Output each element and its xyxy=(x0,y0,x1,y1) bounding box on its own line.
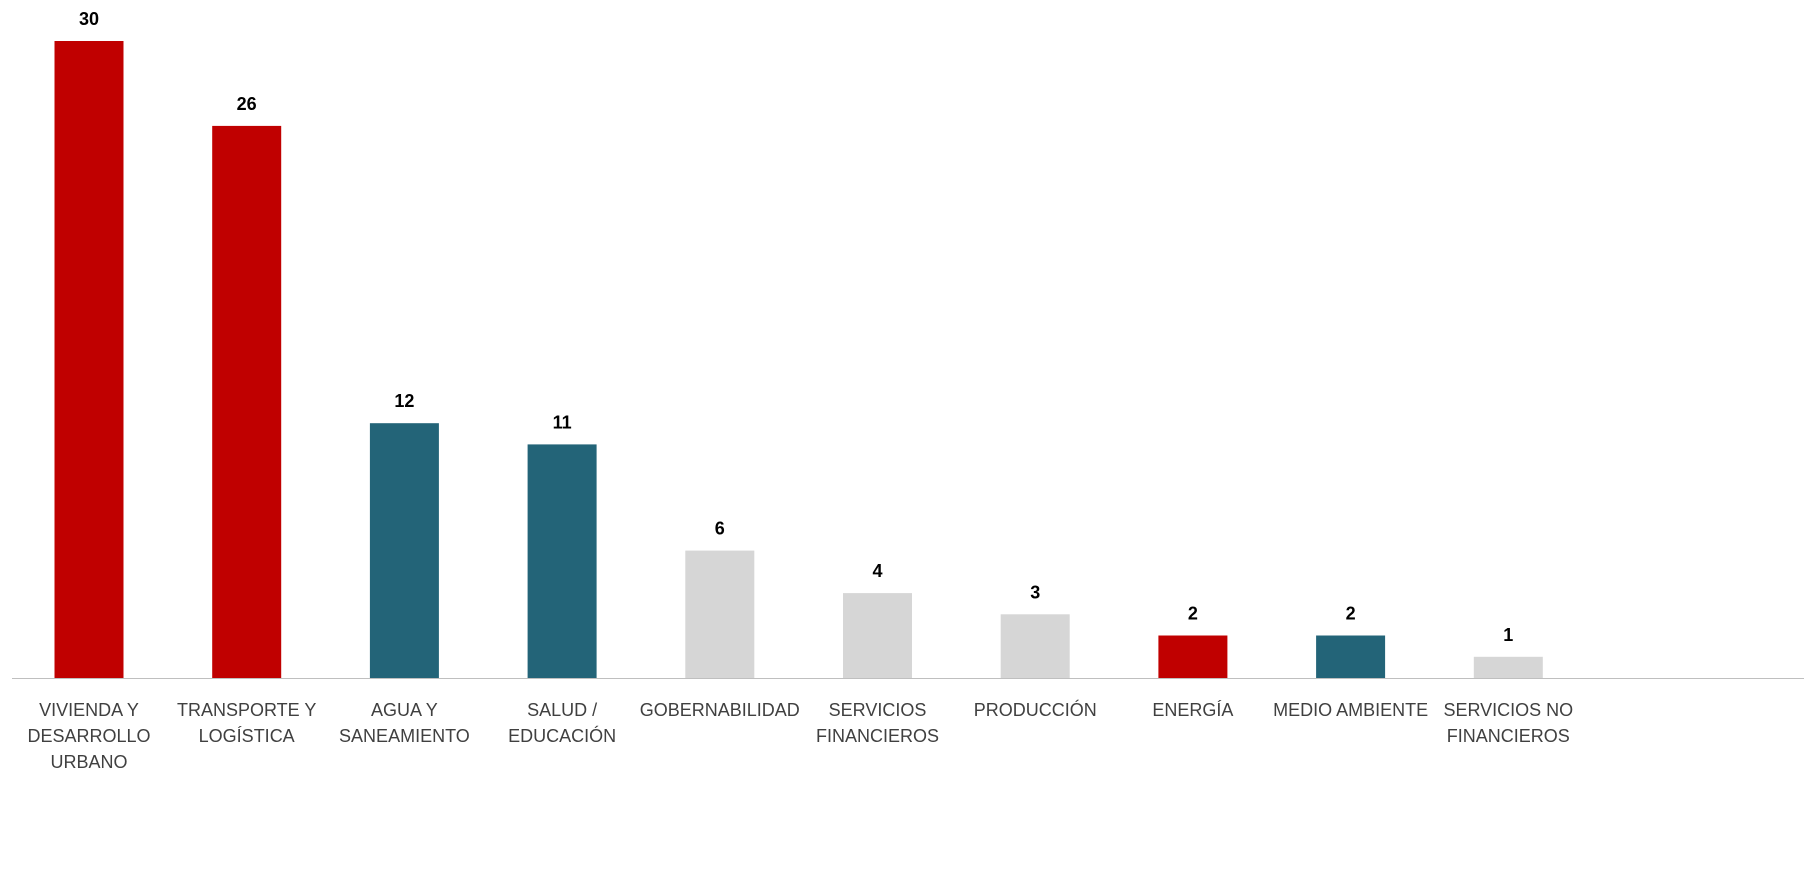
category-label-2: AGUA Y SANEAMIENTO xyxy=(339,700,470,746)
category-label-line: SERVICIOS NO xyxy=(1443,700,1573,720)
bar-5 xyxy=(843,593,912,678)
bar-2 xyxy=(369,423,439,678)
bar-6 xyxy=(1000,614,1070,678)
category-label-line: GOBERNABILIDAD xyxy=(640,700,800,720)
value-label-1: 26 xyxy=(237,94,257,114)
category-label-line: DESARROLLO xyxy=(27,726,150,746)
bar-0 xyxy=(54,41,124,678)
value-label-3: 11 xyxy=(553,412,572,432)
category-label-line: PRODUCCIÓN xyxy=(974,699,1097,720)
bar-7 xyxy=(1158,635,1228,678)
category-label-line: EDUCACIÓN xyxy=(508,725,616,746)
category-label-1: TRANSPORTE Y LOGÍSTICA xyxy=(177,700,316,746)
category-label-7: ENERGÍA xyxy=(1152,700,1233,720)
category-label-line: FINANCIEROS xyxy=(816,726,939,746)
category-label-5: SERVICIOS FINANCIEROS xyxy=(816,700,939,746)
value-label-4: 6 xyxy=(715,519,725,539)
category-label-6: PRODUCCIÓN xyxy=(974,699,1097,720)
value-label-6: 3 xyxy=(1030,582,1040,602)
category-label-line: FINANCIEROS xyxy=(1447,726,1570,746)
value-label-9: 1 xyxy=(1503,625,1513,645)
category-label-line: ENERGÍA xyxy=(1152,700,1233,720)
value-label-7: 2 xyxy=(1188,604,1198,624)
category-label-line: VIVIENDA Y xyxy=(39,700,139,720)
category-label-line: TRANSPORTE Y xyxy=(177,700,316,720)
value-label-5: 4 xyxy=(872,561,882,581)
bar-3 xyxy=(527,444,597,678)
category-label-8: MEDIO AMBIENTE xyxy=(1273,700,1428,720)
category-labels-group: VIVIENDA Y DESARROLLO URBANO TRANSPORTE Y LO… xyxy=(27,699,1573,772)
category-label-line: MEDIO AMBIENTE xyxy=(1273,700,1428,720)
value-labels-group: 30 26 12 11 6 4 3 2 2 1 xyxy=(79,9,1513,645)
value-label-2: 12 xyxy=(394,391,414,411)
value-label-0: 30 xyxy=(79,9,99,29)
bar-4 xyxy=(685,550,755,678)
bar-8 xyxy=(1316,635,1386,678)
category-label-line: SERVICIOS xyxy=(829,700,927,720)
category-label-3: SALUD / EDUCACIÓN xyxy=(508,700,616,746)
category-label-line: SALUD / xyxy=(527,700,597,720)
category-label-0: VIVIENDA Y DESARROLLO URBANO xyxy=(27,700,150,772)
category-label-4: GOBERNABILIDAD xyxy=(640,700,800,720)
bars-group xyxy=(54,41,1543,678)
category-label-line: AGUA Y xyxy=(371,700,438,720)
value-label-8: 2 xyxy=(1346,604,1356,624)
category-label-9: SERVICIOS NO FINANCIEROS xyxy=(1443,700,1573,746)
bar-1 xyxy=(212,125,282,678)
category-label-line: SANEAMIENTO xyxy=(339,726,470,746)
category-label-line: URBANO xyxy=(50,752,127,772)
category-label-line: LOGÍSTICA xyxy=(199,726,295,746)
bar-9 xyxy=(1473,656,1543,678)
